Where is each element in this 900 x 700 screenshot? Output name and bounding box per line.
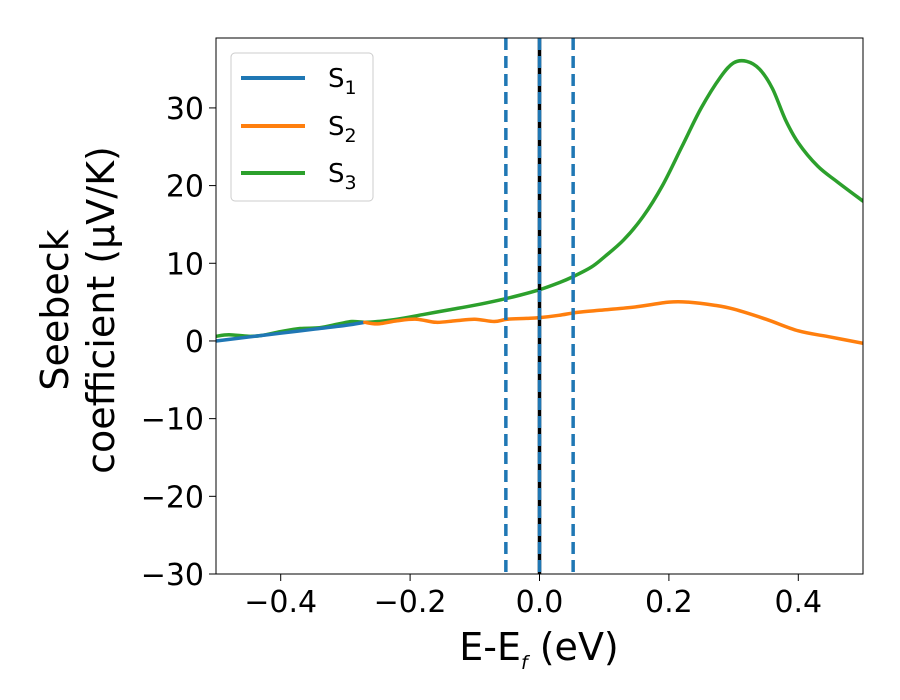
y-tick-label: 0 xyxy=(185,325,204,360)
vline-layer xyxy=(504,38,575,574)
x-axis-title-unit: (eV) xyxy=(528,625,619,669)
x-tick-label: 0.2 xyxy=(645,585,693,620)
x-tick-label: 0.4 xyxy=(774,585,822,620)
x-axis-ticks: −0.4 −0.2 0.0 0.2 0.4 xyxy=(244,574,822,620)
legend-label-s1: S1 xyxy=(328,64,357,99)
legend-label-s2-main: S xyxy=(328,112,345,142)
x-axis-title: E-Ef (eV) xyxy=(459,625,619,674)
x-tick-label: −0.4 xyxy=(244,585,317,620)
x-tick-label: 0.0 xyxy=(516,585,564,620)
y-tick-label: 20 xyxy=(166,170,204,205)
legend-label-s1-sub: 1 xyxy=(345,77,357,99)
x-axis-title-main: E-E xyxy=(459,625,521,669)
y-tick-label: 10 xyxy=(166,247,204,282)
legend-entry-s1: S1 xyxy=(241,64,357,99)
y-axis-title-line2: coefficient (μV/K) xyxy=(79,146,123,474)
y-tick-label: 30 xyxy=(166,92,204,127)
series-line-s2 xyxy=(363,299,863,346)
y-axis-ticks: −30 −20 −10 0 10 20 30 xyxy=(141,92,216,593)
legend-label-s2-sub: 2 xyxy=(345,125,357,147)
legend-label-s1-main: S xyxy=(328,64,345,94)
legend-label-s3: S3 xyxy=(328,159,357,194)
y-axis-title: Seebeck coefficient (μV/K) xyxy=(33,146,123,474)
legend-entry-s2: S2 xyxy=(241,112,357,147)
series-line-s1 xyxy=(216,320,367,343)
legend-label-s3-main: S xyxy=(328,159,345,189)
y-axis-title-line1: Seebeck xyxy=(33,229,77,390)
legend-label-s2: S2 xyxy=(328,112,357,147)
y-tick-label: −20 xyxy=(141,480,204,515)
y-tick-label: −10 xyxy=(141,403,204,438)
x-tick-label: −0.2 xyxy=(374,585,447,620)
legend: S1 S2 S3 xyxy=(230,52,374,202)
x-axis-title-sub: f xyxy=(521,652,531,674)
y-tick-label: −30 xyxy=(141,558,204,593)
legend-label-s3-sub: 3 xyxy=(345,172,357,194)
series-layer xyxy=(216,58,863,346)
legend-entry-s3: S3 xyxy=(241,159,357,194)
